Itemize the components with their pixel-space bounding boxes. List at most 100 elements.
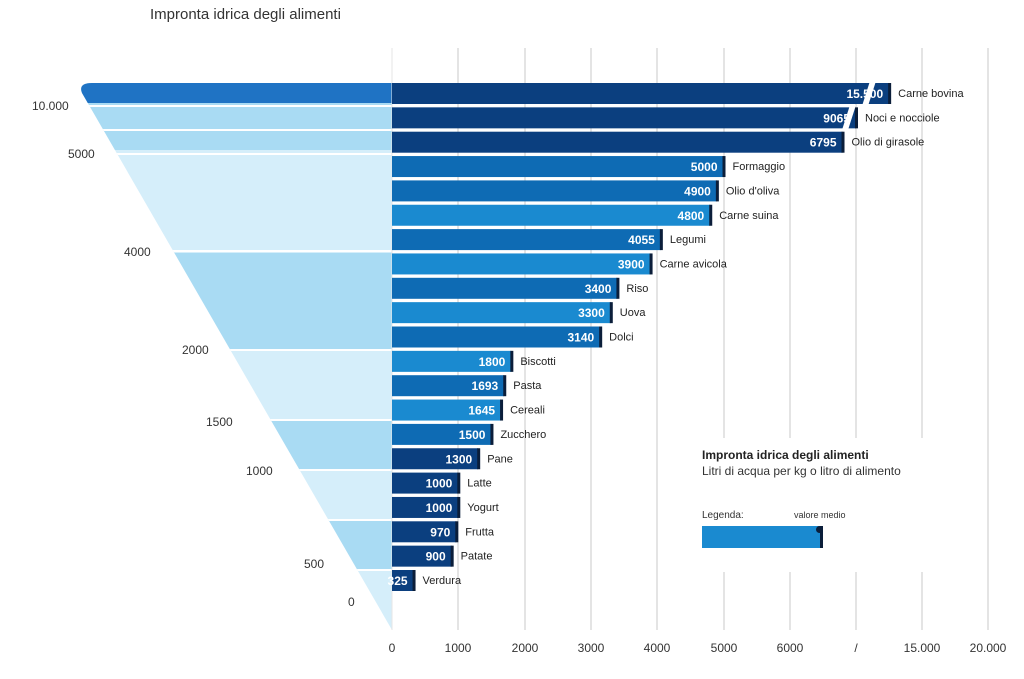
bar-category-label: Latte (467, 478, 491, 490)
bar-end-marker (490, 423, 494, 445)
bar-category-label: Riso (626, 283, 648, 295)
bar-end-marker (450, 545, 454, 567)
bar-value-label: 4055 (628, 233, 655, 247)
pyramid-band (81, 253, 392, 350)
legend-sample-bar (702, 526, 823, 548)
pyramid-scale-label: 2000 (182, 343, 209, 357)
pyramid-top-band (81, 83, 392, 103)
bar (392, 107, 856, 129)
bar (392, 521, 457, 543)
bar-end-marker (709, 204, 713, 226)
bar-category-label: Olio di girasole (852, 137, 925, 149)
bar (392, 131, 843, 153)
bar-end-marker (841, 131, 845, 153)
legend-box: Impronta idrica degli alimenti Litri di … (694, 438, 954, 572)
bar (392, 570, 414, 591)
pyramid-scale-label: 4000 (124, 245, 151, 259)
bar-value-label: 4900 (684, 184, 711, 198)
bar (392, 423, 492, 445)
bar (392, 448, 479, 470)
pyramid-band (81, 520, 392, 570)
pyramid-scale-label: 0 (348, 595, 355, 609)
bar-category-label: Pane (487, 453, 513, 465)
bar (392, 350, 512, 372)
bar (392, 399, 502, 421)
bar-end-marker (715, 180, 719, 202)
bar-end-marker (609, 302, 613, 324)
pyramid-scale-label: 500 (304, 557, 324, 571)
bar (392, 496, 459, 518)
legend-average-label: valore medio (794, 510, 846, 520)
bar-end-marker (477, 448, 481, 470)
bar-category-label: Olio d'oliva (726, 185, 780, 197)
axis-break-mark (862, 81, 876, 106)
axis-break-mark (842, 105, 856, 130)
x-tick-label: 15.000 (904, 641, 941, 655)
bar-category-label: Noci e nocciole (865, 112, 940, 124)
pyramid-band (81, 150, 392, 253)
bar-category-label: Formaggio (733, 161, 786, 173)
x-tick-label: 0 (389, 641, 396, 655)
bar-value-label: 3900 (618, 257, 645, 271)
bar (392, 204, 711, 226)
bar-end-marker (722, 156, 726, 178)
bar-category-label: Carne bovina (898, 88, 964, 100)
bar-value-label: 3140 (567, 331, 594, 345)
bar (392, 229, 661, 251)
legend-title: Impronta idrica degli alimenti (702, 448, 869, 462)
pyramid-scale-label: 1500 (206, 415, 233, 429)
bar-category-label: Cereali (510, 405, 545, 417)
bar (392, 326, 601, 348)
bar-value-label: 970 (430, 525, 450, 539)
legend-label: Legenda: (702, 510, 744, 521)
bar-category-label: Dolci (609, 332, 633, 344)
bar-value-label: 1693 (472, 379, 499, 393)
bar-value-label: 15.500 (846, 87, 883, 101)
bar-category-label: Verdura (423, 575, 462, 587)
bar-end-marker (599, 326, 603, 348)
bar-category-label: Patate (461, 551, 493, 563)
bar-end-marker (455, 521, 459, 543)
bar-category-label: Zucchero (500, 429, 546, 441)
bar-category-label: Frutta (465, 526, 495, 538)
bar-end-marker (888, 83, 892, 104)
bar-end-marker (412, 570, 416, 591)
bar-end-marker (649, 253, 653, 275)
bar-value-label: 9065 (823, 111, 850, 125)
bar-value-label: 3300 (578, 306, 605, 320)
bar (392, 156, 724, 178)
x-tick-label: 3000 (578, 641, 605, 655)
bar (392, 472, 459, 494)
bar-end-marker (855, 107, 858, 129)
bar-value-label: 325 (388, 574, 408, 588)
bar-category-label: Biscotti (520, 356, 555, 368)
bar (392, 375, 505, 397)
x-tick-label: 2000 (512, 641, 539, 655)
bar-category-label: Uova (620, 307, 647, 319)
bar-end-marker (500, 399, 504, 421)
bar-end-marker (510, 350, 514, 372)
bar-value-label: 900 (426, 550, 446, 564)
bar-value-label: 4800 (678, 209, 705, 223)
x-tick-label: 6000 (777, 641, 804, 655)
bar-value-label: 1645 (468, 404, 495, 418)
pyramid (81, 83, 392, 630)
pyramid-band (81, 470, 392, 520)
x-tick-label: 4000 (644, 641, 671, 655)
chart-title: Impronta idrica degli alimenti (150, 6, 341, 23)
x-tick-label: 5000 (711, 641, 738, 655)
bar-end-marker (457, 472, 461, 494)
bar-category-label: Carne suina (719, 210, 779, 222)
bar-value-label: 5000 (691, 160, 718, 174)
pyramid-scale-label: 1000 (246, 464, 273, 478)
bar-value-label: 1300 (445, 452, 472, 466)
legend-average-marker (816, 526, 823, 533)
bar-value-label: 6795 (810, 136, 837, 150)
bar (392, 277, 618, 299)
bar-category-label: Yogurt (467, 502, 498, 514)
bar (392, 180, 717, 202)
bar (392, 83, 890, 104)
bar-value-label: 1000 (426, 477, 453, 491)
bar (392, 545, 452, 567)
